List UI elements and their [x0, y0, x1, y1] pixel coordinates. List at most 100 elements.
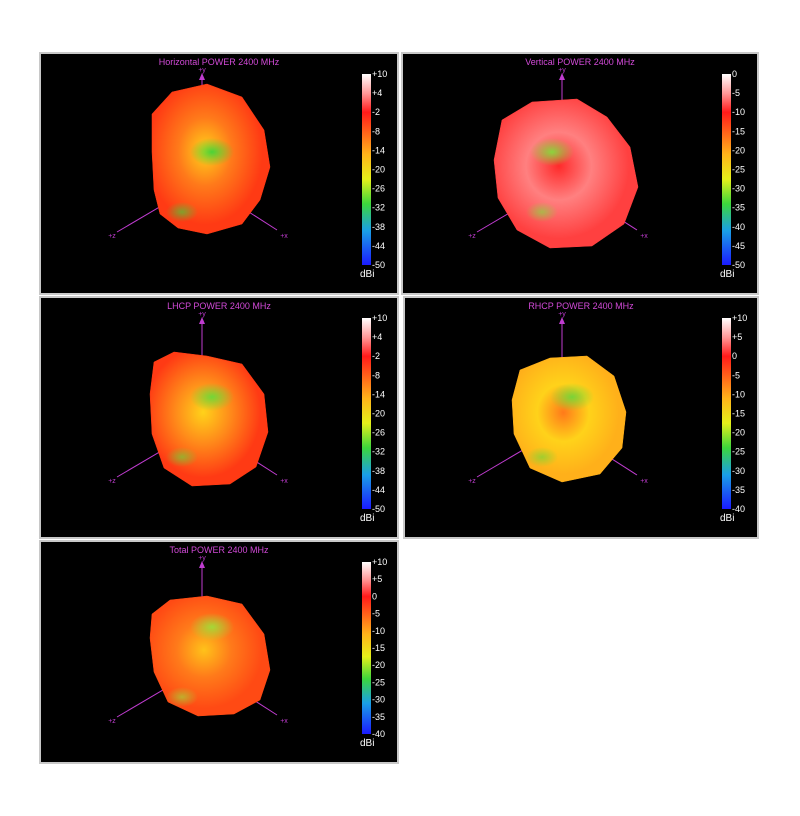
low-gain-patch [190, 613, 234, 641]
colorbar-tick-label: -40 [372, 729, 385, 739]
colorbar-unit: dBi [360, 269, 374, 280]
colorbar-unit: dBi [720, 513, 734, 524]
colorbar-tick-label: -30 [732, 466, 745, 476]
axis-label-y: +y [558, 67, 566, 74]
colorbar-tick-label: -15 [732, 126, 745, 136]
colorbar-tick-label: +5 [732, 332, 742, 342]
colorbar-tick-label: -45 [732, 241, 745, 251]
axis-label-y: +y [198, 67, 206, 74]
pattern-panel-1: Horizontal POWER 2400 MHz +y +z +x +10 +4 -2 -8… [39, 52, 399, 295]
colorbar [362, 74, 371, 265]
colorbar-tick-label: -35 [732, 485, 745, 495]
colorbar-tick-label: -50 [372, 260, 385, 270]
colorbar-tick-label: +10 [732, 313, 747, 323]
low-gain-patch [166, 202, 198, 222]
colorbar-tick-label: -40 [732, 504, 745, 514]
colorbar-tick-label: 0 [732, 69, 737, 79]
axis-label-y: +y [198, 555, 206, 562]
colorbar-tick-label: -44 [372, 485, 385, 495]
colorbar-tick-label: -32 [372, 203, 385, 213]
pattern-panel-4: RHCP POWER 2400 MHz +y +z +x +10 +5 0 -5 -10 -15 -… [403, 296, 759, 539]
colorbar-tick-label: -5 [372, 609, 380, 619]
colorbar-tick-label: -20 [732, 145, 745, 155]
panel-title: Horizontal POWER 2400 MHz [158, 57, 280, 67]
colorbar-tick-label: -10 [732, 107, 745, 117]
colorbar-tick-label: -25 [732, 165, 745, 175]
low-gain-patch [166, 687, 198, 707]
colorbar-tick-label: -25 [372, 677, 385, 687]
colorbar-unit: dBi [360, 738, 374, 749]
colorbar-tick-label: -14 [372, 145, 385, 155]
colorbar-tick-label: -50 [372, 504, 385, 514]
colorbar-tick-label: +10 [372, 557, 387, 567]
colorbar-tick-label: -2 [372, 351, 380, 361]
low-gain-patch [526, 447, 558, 467]
colorbar-tick-label: -50 [732, 260, 745, 270]
colorbar-tick-label: -26 [372, 184, 385, 194]
axis-label-y: +y [198, 311, 206, 318]
colorbar-tick-label: -14 [372, 389, 385, 399]
colorbar [722, 74, 731, 265]
colorbar-tick-label: -35 [732, 203, 745, 213]
colorbar-tick-label: -20 [372, 165, 385, 175]
low-gain-patch [190, 383, 234, 411]
colorbar-unit: dBi [720, 269, 734, 280]
low-gain-patch [526, 202, 558, 222]
pattern-panel-3: LHCP POWER 2400 MHz +y +z +x +10 +4 -2 -8 -14 -20… [39, 296, 399, 539]
colorbar-tick-label: -8 [372, 126, 380, 136]
colorbar-tick-label: -38 [372, 466, 385, 476]
axis-label-x: +x [640, 233, 648, 240]
axis-label-x: +x [280, 718, 288, 725]
axis-label-x: +x [640, 478, 648, 485]
axis-label-z: +z [108, 718, 116, 725]
pattern-panel-5: Total POWER 2400 MHz +y +z +x +10 +5 0 -5 -10 -15… [39, 540, 399, 764]
pattern-panel-2: Vertical POWER 2400 MHz +y +z +x 0 -5 -10 -15 -2… [401, 52, 759, 295]
colorbar [362, 318, 371, 509]
colorbar-tick-label: 0 [372, 591, 377, 601]
axis-label-x: +x [280, 233, 288, 240]
radiation-surface [493, 98, 639, 249]
colorbar-tick-label: -20 [732, 428, 745, 438]
colorbar-unit: dBi [360, 513, 374, 524]
low-gain-patch [530, 138, 574, 166]
colorbar-tick-label: -5 [732, 88, 740, 98]
colorbar [722, 318, 731, 509]
colorbar-tick-label: -15 [372, 643, 385, 653]
low-gain-patch [550, 383, 594, 411]
radiation-surface [149, 351, 269, 487]
colorbar-tick-label: +5 [372, 574, 382, 584]
colorbar-tick-label: +10 [372, 313, 387, 323]
axis-label-z: +z [468, 478, 476, 485]
colorbar-tick-label: -38 [372, 222, 385, 232]
colorbar-tick-label: -10 [372, 626, 385, 636]
colorbar-tick-label: -40 [732, 222, 745, 232]
colorbar-tick-label: -15 [732, 409, 745, 419]
axis-label-y: +y [558, 311, 566, 318]
colorbar-tick-label: -20 [372, 660, 385, 670]
colorbar-tick-label: -5 [732, 370, 740, 380]
axis-label-z: +z [108, 233, 116, 240]
colorbar-tick-label: -30 [732, 184, 745, 194]
colorbar-tick-label: 0 [732, 351, 737, 361]
axis-label-x: +x [280, 478, 288, 485]
colorbar-tick-label: -30 [372, 695, 385, 705]
colorbar-tick-label: -32 [372, 447, 385, 457]
colorbar-tick-label: +10 [372, 69, 387, 79]
colorbar-tick-label: -20 [372, 409, 385, 419]
colorbar-tick-label: -25 [732, 447, 745, 457]
panel-title: Total POWER 2400 MHz [169, 545, 269, 555]
panel-title: LHCP POWER 2400 MHz [167, 301, 271, 311]
colorbar-tick-label: -2 [372, 107, 380, 117]
colorbar-tick-label: -10 [732, 389, 745, 399]
colorbar [362, 562, 371, 734]
colorbar-tick-label: -35 [372, 712, 385, 722]
low-gain-patch [190, 138, 234, 166]
panel-title: RHCP POWER 2400 MHz [528, 301, 634, 311]
axis-label-z: +z [468, 233, 476, 240]
low-gain-patch [166, 447, 198, 467]
colorbar-tick-label: +4 [372, 332, 382, 342]
axis-label-z: +z [108, 478, 116, 485]
